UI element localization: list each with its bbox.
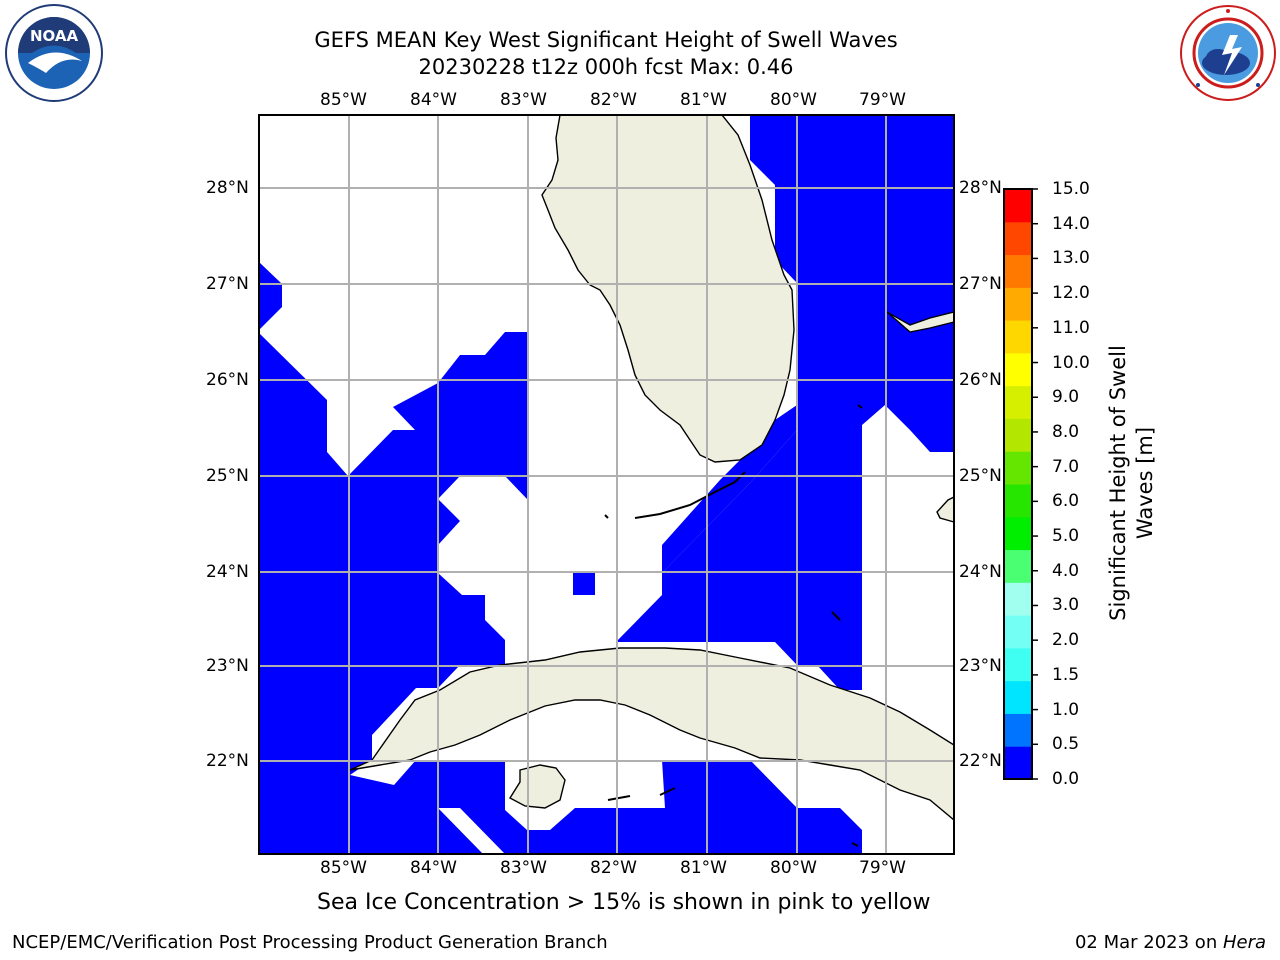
lon-label-top: 85°W	[320, 90, 367, 110]
noaa-logo: NOAA	[5, 4, 103, 102]
colorbar-segment	[1004, 713, 1032, 747]
lat-label-left: 22°N	[206, 751, 249, 771]
lon-label-top: 82°W	[590, 90, 637, 110]
colorbar-tick-label: 1.5	[1052, 664, 1080, 685]
colorbar-tick-label: 1.0	[1052, 699, 1080, 720]
colorbar-segment	[1004, 320, 1032, 354]
lon-label-top: 83°W	[500, 90, 547, 110]
lat-label-right: 23°N	[959, 656, 1002, 676]
lat-label-right: 26°N	[959, 370, 1002, 390]
lat-label-right: 22°N	[959, 751, 1002, 771]
colorbar-tick-label: 3.0	[1052, 595, 1080, 616]
colorbar-tick-label: 6.0	[1052, 491, 1080, 512]
colorbar-segment	[1004, 385, 1032, 419]
map-panel	[258, 114, 955, 855]
colorbar-tick-label: 2.0	[1052, 630, 1080, 651]
colorbar-segment	[1004, 451, 1032, 485]
lon-label-bottom: 83°W	[500, 858, 547, 878]
colorbar-segment	[1004, 680, 1032, 714]
map-subtitle: 20230228 t12z 000h fcst Max: 0.46	[418, 55, 794, 79]
colorbar-tick-label: 13.0	[1052, 248, 1090, 269]
lat-label-left: 24°N	[206, 562, 249, 582]
colorbar-segment	[1004, 549, 1032, 583]
lat-label-left: 27°N	[206, 274, 249, 294]
colorbar-tick-label: 10.0	[1052, 352, 1090, 373]
lon-label-top: 84°W	[410, 90, 457, 110]
colorbar-frame	[1003, 188, 1033, 780]
colorbar-segment	[1004, 221, 1032, 256]
lat-label-right: 25°N	[959, 466, 1002, 486]
colorbar-segment	[1004, 615, 1032, 649]
colorbar-segment	[1004, 287, 1032, 321]
colorbar-tick-label: 0.5	[1052, 734, 1080, 755]
colorbar-label: Significant Height of Swell Waves [m]	[1103, 188, 1161, 778]
colorbar-tick-label: 12.0	[1052, 283, 1090, 304]
colorbar-tick-label: 4.0	[1052, 560, 1080, 581]
colorbar-tick-label: 15.0	[1052, 179, 1090, 199]
colorbar-segment	[1004, 746, 1032, 780]
colorbar-segment	[1004, 582, 1032, 616]
footer-credit: NCEP/EMC/Verification Post Processing Pr…	[12, 932, 608, 953]
land-masses	[349, 114, 955, 822]
footer-date-text: 02 Mar 2023 on	[1074, 932, 1223, 953]
lon-label-top: 79°W	[859, 90, 906, 110]
lon-label-bottom: 80°W	[770, 858, 817, 878]
colorbar-segment	[1004, 254, 1032, 288]
noaa-logo-text: NOAA	[30, 27, 79, 45]
lon-label-top: 80°W	[770, 90, 817, 110]
lat-label-left: 28°N	[206, 178, 249, 198]
lat-label-left: 23°N	[206, 656, 249, 676]
footer-date: 02 Mar 2023 on Hera	[1075, 932, 1266, 953]
colorbar-tick-label: 11.0	[1052, 317, 1090, 338]
colorbar-segment	[1004, 484, 1032, 518]
lon-label-bottom: 84°W	[410, 858, 457, 878]
colorbar-tick-label: 8.0	[1052, 421, 1080, 442]
colorbar-tick-label: 5.0	[1052, 526, 1080, 547]
colorbar	[1003, 188, 1038, 780]
lon-label-bottom: 79°W	[859, 858, 906, 878]
colorbar-segment	[1004, 647, 1032, 682]
colorbar-label-line1: Significant Height of Swell	[1106, 345, 1130, 621]
lat-label-right: 27°N	[959, 274, 1002, 294]
lon-label-top: 81°W	[680, 90, 727, 110]
colorbar-segment	[1004, 516, 1032, 551]
colorbar-tick-label: 9.0	[1052, 387, 1080, 408]
colorbar-label-line2: Waves [m]	[1133, 426, 1157, 540]
lat-label-right: 28°N	[959, 178, 1002, 198]
colorbar-tick-label: 14.0	[1052, 213, 1090, 234]
nws-logo	[1180, 5, 1276, 101]
lat-label-right: 24°N	[959, 562, 1002, 582]
colorbar-segment	[1004, 189, 1032, 223]
footer-machine: Hera	[1222, 932, 1266, 953]
colorbar-segment	[1004, 352, 1032, 387]
colorbar-tick-label: 0.0	[1052, 769, 1080, 789]
lat-label-left: 25°N	[206, 466, 249, 486]
colorbar-segment	[1004, 418, 1032, 452]
florida-keys	[604, 404, 863, 847]
colorbar-tick-label: 7.0	[1052, 456, 1080, 477]
sea-ice-note: Sea Ice Concentration > 15% is shown in …	[317, 890, 931, 915]
lat-label-left: 26°N	[206, 370, 249, 390]
map-title: GEFS MEAN Key West Significant Height of…	[314, 28, 898, 52]
lon-label-bottom: 81°W	[680, 858, 727, 878]
lon-label-bottom: 82°W	[590, 858, 637, 878]
lon-label-bottom: 85°W	[320, 858, 367, 878]
graticule	[259, 115, 954, 854]
